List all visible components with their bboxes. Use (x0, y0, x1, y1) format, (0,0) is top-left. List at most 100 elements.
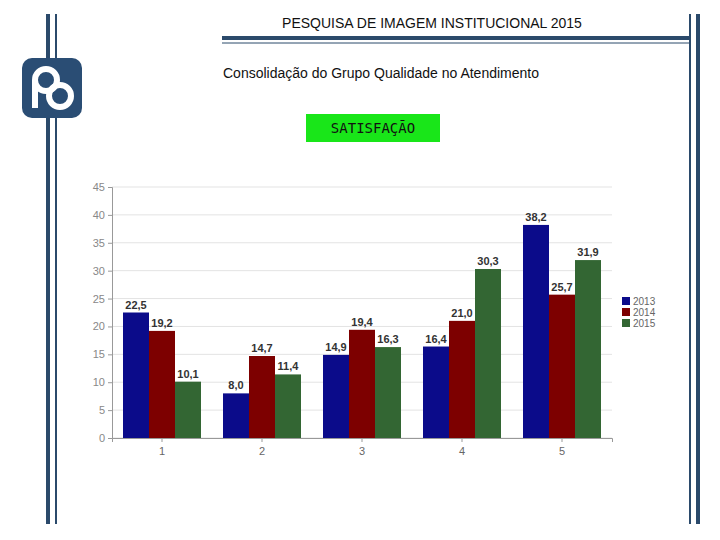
logo-shape (49, 85, 71, 107)
y-tick: 15 (93, 348, 112, 360)
bar (475, 269, 501, 438)
frame-line (696, 14, 700, 524)
y-tick-mark (108, 271, 112, 272)
chart-title: SATISFAÇÃO (331, 120, 415, 136)
y-tick-mark (108, 326, 112, 327)
legend-label: 2014 (633, 307, 656, 318)
x-axis: 1 2 3 4 5 (113, 438, 613, 457)
data-label: 8,0 (228, 379, 243, 391)
data-label: 10,1 (177, 368, 198, 380)
data-label: 19,4 (351, 316, 373, 328)
y-tick: 25 (93, 293, 112, 305)
y-tick-mark (108, 215, 112, 216)
data-label: 14,7 (251, 342, 272, 354)
x-tick: 4 (459, 438, 465, 457)
x-tick-label: 1 (159, 445, 165, 457)
x-tick-mark (262, 438, 263, 442)
y-axis: 0 5 10 15 20 25 30 35 40 45 (93, 181, 113, 444)
data-label: 30,3 (477, 255, 498, 267)
grid-line (112, 187, 612, 188)
x-tick-mark (362, 438, 363, 442)
legend: 201320142015 (622, 296, 656, 329)
data-label: 19,2 (151, 317, 172, 329)
x-axis-line (113, 439, 613, 443)
title-box (306, 114, 440, 142)
data-label: 25,7 (551, 281, 572, 293)
logo (22, 58, 82, 118)
bar (549, 295, 575, 438)
data-labels: 22,5 8,0 14,9 16,4 38,2 19,2 14,7 19,4 21,0 25,7 1… (125, 211, 598, 391)
y-tick: 40 (93, 209, 112, 221)
logo-bg (22, 58, 82, 118)
y-tick: 30 (93, 265, 112, 277)
x-tick: 2 (259, 438, 265, 457)
y-tick-mark (108, 243, 112, 244)
y-tick-label: 5 (99, 404, 105, 416)
bar (323, 355, 349, 438)
y-tick: 0 (99, 432, 112, 444)
y-axis-line (108, 188, 113, 439)
y-tick-label: 25 (93, 293, 105, 305)
bar (275, 374, 301, 438)
x-tick-label: 2 (259, 445, 265, 457)
y-tick-mark (108, 354, 112, 355)
bar (575, 260, 601, 438)
data-label: 14,9 (325, 341, 346, 353)
frame-line (689, 14, 691, 524)
bar (149, 331, 175, 438)
legend-swatch (622, 319, 630, 327)
data-label: 16,3 (377, 333, 398, 345)
x-tick: 3 (359, 438, 365, 457)
y-tick-label: 15 (93, 348, 105, 360)
bar (375, 347, 401, 438)
bars (123, 225, 601, 438)
y-tick-label: 30 (93, 265, 105, 277)
y-tick: 20 (93, 320, 112, 332)
bar (423, 347, 449, 438)
y-tick-label: 20 (93, 320, 105, 332)
y-tick-label: 40 (93, 209, 105, 221)
legend-swatch (622, 308, 630, 316)
legend-label: 2013 (633, 296, 656, 307)
x-tick-label: 5 (559, 445, 565, 457)
y-tick: 10 (93, 376, 112, 388)
y-tick: 45 (93, 181, 112, 193)
data-label: 16,4 (425, 333, 447, 345)
page-title: PESQUISA DE IMAGEM INSTITUCIONAL 2015 (282, 15, 582, 31)
y-tick: 5 (99, 404, 112, 416)
x-tick-mark (162, 438, 163, 442)
bar (123, 313, 149, 439)
y-tick-label: 0 (99, 432, 105, 444)
header-rule (222, 43, 690, 44)
y-tick-mark (108, 187, 112, 188)
y-tick-label: 35 (93, 237, 105, 249)
data-label: 22,5 (125, 299, 146, 311)
bar (449, 321, 475, 438)
data-label: 11,4 (278, 360, 300, 372)
bar (349, 330, 375, 438)
bar (249, 356, 275, 438)
bar (223, 393, 249, 438)
grid (112, 187, 612, 438)
page-subtitle: Consolidação do Grupo Qualidade no Atend… (223, 65, 539, 81)
x-tick-label: 3 (359, 445, 365, 457)
x-tick-mark (562, 438, 563, 442)
y-tick-mark (108, 410, 112, 411)
y-tick: 35 (93, 237, 112, 249)
logo-shape (32, 80, 38, 108)
y-tick-mark (108, 438, 112, 439)
y-tick-label: 45 (93, 181, 105, 193)
header-rule (222, 36, 690, 40)
x-tick: 5 (559, 438, 565, 457)
data-label: 38,2 (525, 211, 546, 223)
data-label: 31,9 (577, 246, 598, 258)
y-tick-mark (108, 382, 112, 383)
x-tick: 1 (159, 438, 165, 457)
y-tick-label: 10 (93, 376, 105, 388)
y-tick-mark (108, 299, 112, 300)
legend-swatch (622, 297, 630, 305)
x-tick-mark (462, 438, 463, 442)
data-label: 21,0 (451, 307, 472, 319)
bar (523, 225, 549, 438)
x-tick-label: 4 (459, 445, 465, 457)
